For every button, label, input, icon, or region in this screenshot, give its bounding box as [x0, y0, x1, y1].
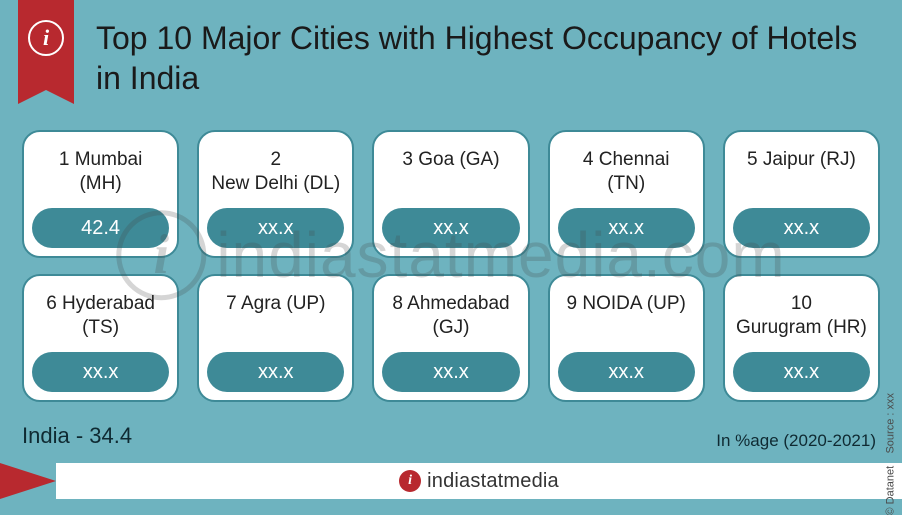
brand-bar: i indiastatmedia: [56, 463, 902, 499]
city-card: 7 Agra (UP) xx.x: [197, 274, 354, 402]
footer-label: India: [22, 423, 70, 448]
city-card: 8 Ahmedabad (GJ) xx.x: [372, 274, 529, 402]
city-value: xx.x: [83, 361, 119, 384]
value-pill: xx.x: [733, 208, 870, 248]
city-value: xx.x: [258, 217, 294, 240]
city-label: 6 Hyderabad (TS): [38, 292, 163, 340]
city-label: 9 NOIDA (UP): [559, 292, 694, 316]
city-card: 9 NOIDA (UP) xx.x: [548, 274, 705, 402]
footer-sep: -: [76, 423, 89, 448]
value-pill: xx.x: [558, 208, 695, 248]
city-value: 42.4: [81, 217, 120, 240]
bar-accent: [0, 463, 56, 499]
city-card: 10 Gurugram (HR) xx.x: [723, 274, 880, 402]
city-value: xx.x: [433, 217, 469, 240]
value-pill: xx.x: [382, 352, 519, 392]
city-card: 6 Hyderabad (TS) xx.x: [22, 274, 179, 402]
value-pill: xx.x: [733, 352, 870, 392]
city-card: 3 Goa (GA) xx.x: [372, 130, 529, 258]
value-pill: 42.4: [32, 208, 169, 248]
city-card: 1 Mumbai (MH) 42.4: [22, 130, 179, 258]
cards-grid: 1 Mumbai (MH)42.42 New Delhi (DL)xx.x3 G…: [22, 130, 880, 402]
brand-icon: i: [399, 470, 421, 492]
city-label: 5 Jaipur (RJ): [739, 148, 864, 172]
city-card: 4 Chennai (TN) xx.x: [548, 130, 705, 258]
city-value: xx.x: [784, 217, 820, 240]
city-label: 4 Chennai (TN): [575, 148, 678, 196]
meta-text: In %age (2020-2021): [716, 431, 876, 451]
city-label: 7 Agra (UP): [218, 292, 333, 316]
city-label: 3 Goa (GA): [394, 148, 507, 172]
city-value: xx.x: [258, 361, 294, 384]
city-card: 2 New Delhi (DL) xx.x: [197, 130, 354, 258]
page-title: Top 10 Major Cities with Highest Occupan…: [96, 18, 872, 98]
value-pill: xx.x: [382, 208, 519, 248]
brand-text: indiastatmedia: [427, 470, 559, 493]
city-label: 10 Gurugram (HR): [728, 292, 875, 340]
value-pill: xx.x: [207, 352, 344, 392]
value-pill: xx.x: [32, 352, 169, 392]
city-label: 8 Ahmedabad (GJ): [384, 292, 517, 340]
bottom-bar: i indiastatmedia: [0, 463, 902, 499]
value-pill: xx.x: [207, 208, 344, 248]
ribbon: i: [18, 0, 74, 90]
city-value: xx.x: [608, 361, 644, 384]
city-label: 1 Mumbai (MH): [51, 148, 150, 196]
footer-value: 34.4: [89, 423, 132, 448]
side-credit: © Datanet Source : xxx: [884, 393, 896, 515]
city-card: 5 Jaipur (RJ) xx.x: [723, 130, 880, 258]
city-label: 2 New Delhi (DL): [203, 148, 348, 196]
footer-summary: India - 34.4: [22, 423, 132, 449]
info-icon: i: [28, 20, 64, 56]
city-value: xx.x: [433, 361, 469, 384]
city-value: xx.x: [608, 217, 644, 240]
value-pill: xx.x: [558, 352, 695, 392]
city-value: xx.x: [784, 361, 820, 384]
